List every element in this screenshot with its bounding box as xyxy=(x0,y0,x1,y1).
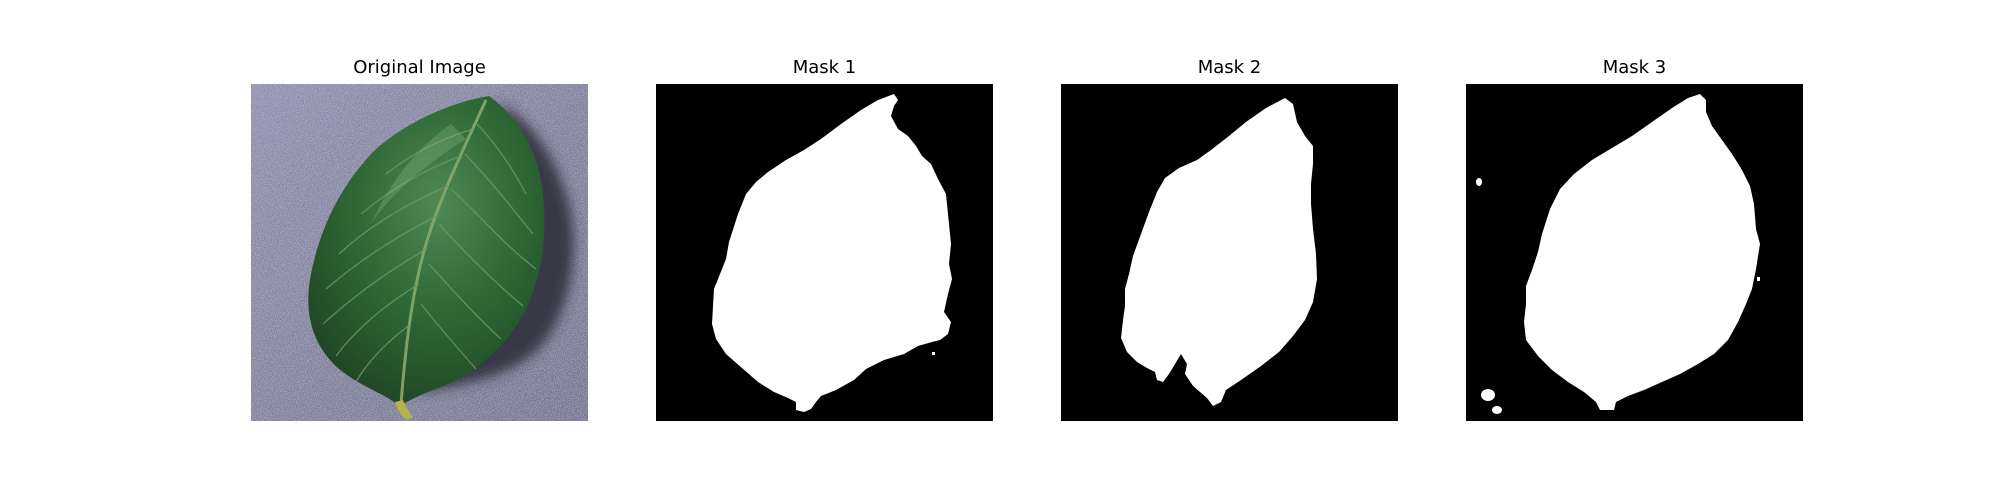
mask-2-leaf-region xyxy=(1121,98,1317,406)
panel-mask-3: Mask 3 xyxy=(1466,56,1803,426)
panel-mask-1: Mask 1 xyxy=(656,56,993,426)
panel-title-mask-2: Mask 2 xyxy=(1197,57,1262,78)
leaf-body xyxy=(308,96,545,406)
mask-1-speck xyxy=(932,352,935,355)
mask-2-image xyxy=(1061,84,1398,421)
mask-3-speck-right xyxy=(1757,277,1760,281)
leaf-midrib xyxy=(399,99,488,405)
mask-1-image xyxy=(656,84,993,421)
panel-mask-2: Mask 2 xyxy=(1061,56,1398,426)
panel-title-original-image: Original Image xyxy=(353,57,486,78)
mask-3-leaf-region xyxy=(1524,94,1760,410)
mask-3-speck-bottom-1 xyxy=(1481,389,1495,401)
leaf-stem xyxy=(395,400,413,420)
panel-original-image: Original Image xyxy=(251,56,588,426)
original-leaf-photo xyxy=(251,84,588,421)
mask-3-speck-top xyxy=(1476,178,1482,186)
mask-3-image xyxy=(1466,84,1803,421)
leaf-highlight xyxy=(371,124,466,224)
leaf-veins xyxy=(322,123,537,383)
mask-1-leaf-region xyxy=(712,94,952,412)
panel-title-mask-3: Mask 3 xyxy=(1602,57,1667,78)
panel-title-mask-1: Mask 1 xyxy=(792,57,857,78)
mask-3-speck-bottom-2 xyxy=(1492,406,1502,414)
